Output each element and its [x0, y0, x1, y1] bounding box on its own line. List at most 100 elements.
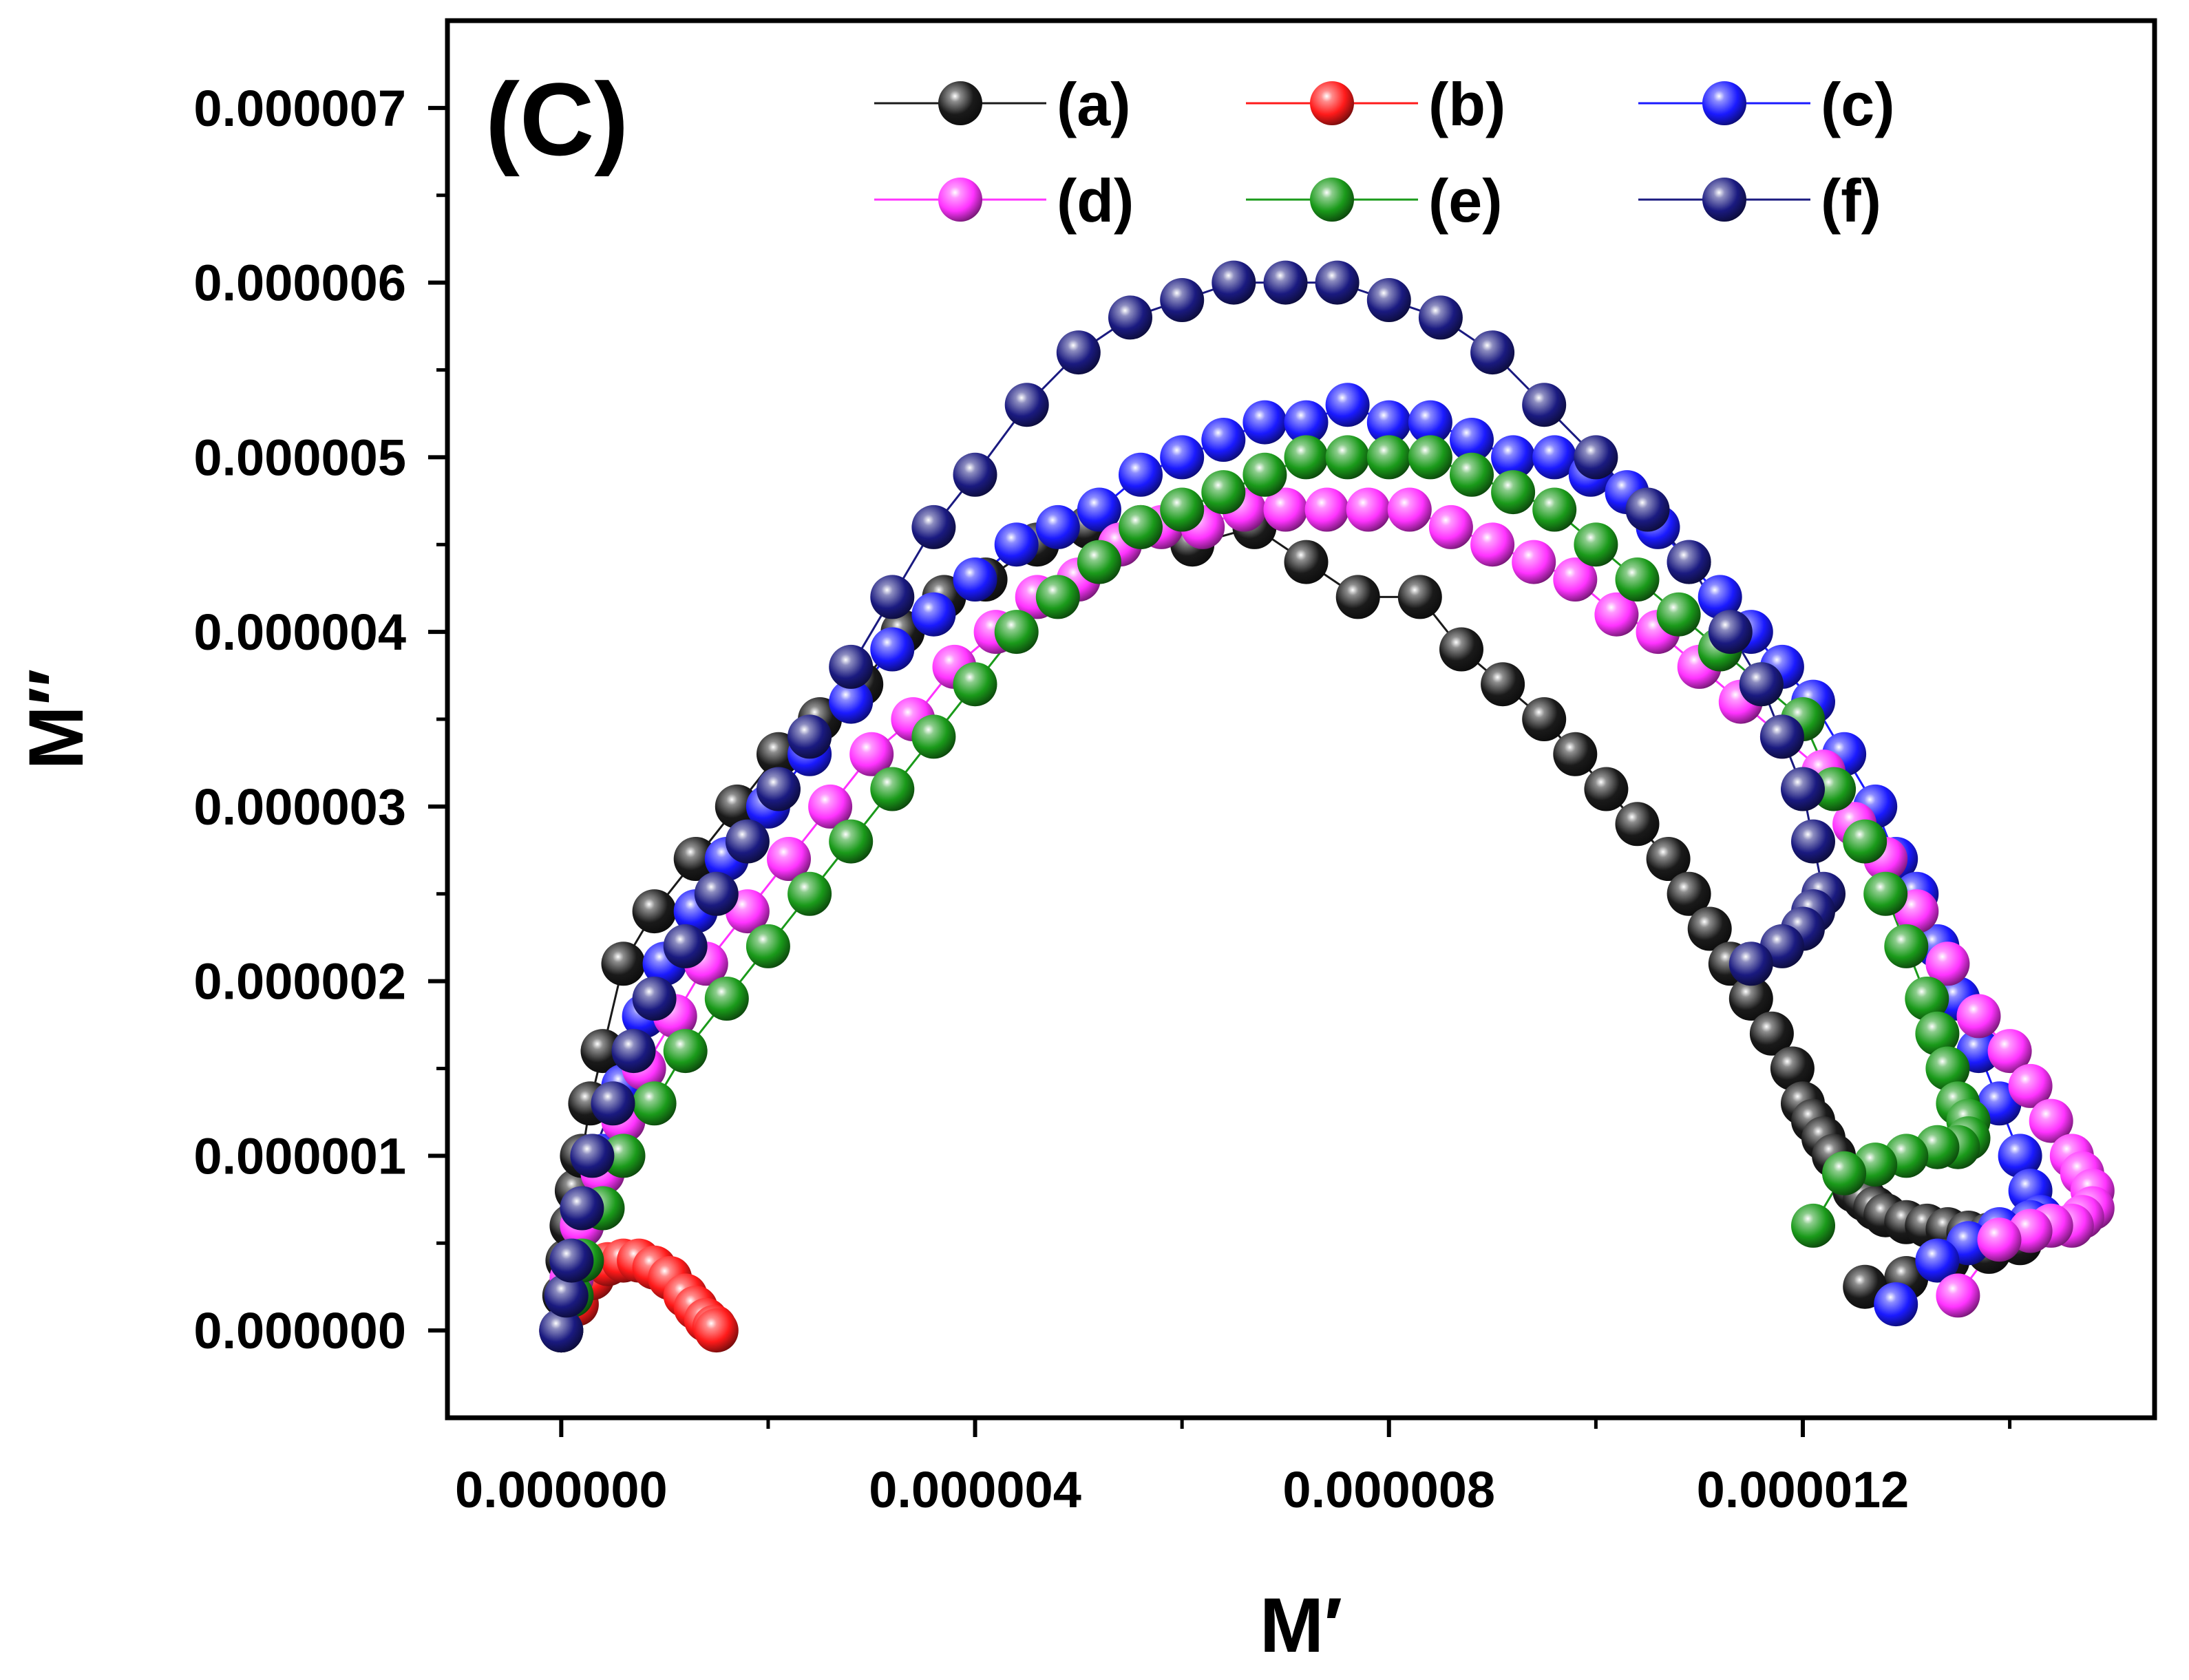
series-e-point	[1491, 470, 1536, 515]
series-d-point	[2008, 1063, 2053, 1108]
series-a-point	[1728, 977, 1773, 1021]
series-d-point	[1594, 592, 1639, 637]
series-a-point	[1522, 697, 1567, 741]
series-f-point	[1625, 487, 1670, 532]
y-tick-label: 0.000001	[193, 1127, 406, 1184]
series-c-point	[1325, 383, 1370, 427]
legend-label: (b)	[1428, 70, 1505, 138]
series-c-point	[1366, 400, 1411, 445]
series-e-point	[1035, 575, 1080, 619]
series-c-point	[1698, 575, 1742, 619]
series-a-point	[1770, 1046, 1815, 1091]
y-tick-label: 0.000003	[193, 778, 406, 836]
series-a-point	[601, 942, 646, 986]
series-a-point	[580, 1029, 625, 1074]
series-c-point	[1077, 487, 1121, 532]
series-f-point	[1574, 435, 1618, 480]
series-e-point	[1160, 487, 1205, 532]
series-f-point	[1728, 942, 1773, 986]
series-f-point	[911, 504, 956, 549]
series-f-point	[663, 924, 708, 968]
series-e-point	[1656, 592, 1701, 637]
series-c-point	[1284, 400, 1329, 445]
series-f-point	[549, 1238, 594, 1283]
series-c-point	[1874, 1282, 1918, 1327]
series-d-point	[1346, 487, 1390, 532]
series-d-point	[1977, 1218, 2022, 1262]
series-c-point	[1408, 400, 1452, 445]
series-c-point	[1532, 435, 1577, 480]
ticks-layer: 0.000000 0.000004 0.000008 0.000012 0.000000…	[193, 80, 2012, 1518]
series-a-point	[1584, 767, 1629, 811]
series-a-point	[1749, 1011, 1794, 1056]
series-f-point	[725, 819, 770, 864]
series-c-point	[994, 522, 1039, 567]
y-tick-label: 0.000000	[193, 1302, 406, 1359]
series-f-point	[694, 871, 739, 916]
series-e-point	[632, 1081, 677, 1126]
series-e-point	[1615, 557, 1660, 602]
series-d-point	[1304, 487, 1349, 532]
series-a-point	[715, 784, 759, 829]
series-d-point	[1956, 994, 2001, 1039]
series-f-point	[611, 1029, 656, 1074]
series-d-point	[849, 732, 894, 776]
series-a-point	[1481, 662, 1525, 707]
series-c-point	[1998, 1134, 2042, 1178]
series-f-point	[570, 1134, 615, 1178]
series-c-point	[829, 679, 874, 724]
series-f-point	[1004, 383, 1049, 427]
series-d-point	[1936, 1273, 1980, 1318]
series-f-point	[591, 1081, 635, 1126]
series-e-point	[663, 1029, 708, 1074]
series-c-point	[1035, 504, 1080, 549]
series-f-point	[1263, 260, 1308, 305]
legend-item-e: (e)	[1246, 167, 1503, 235]
series-e-point	[1408, 435, 1452, 480]
legend-marker	[938, 178, 982, 222]
series-a-point	[1615, 802, 1660, 847]
series-d-point	[1428, 504, 1473, 549]
series-f-point	[539, 1308, 584, 1353]
series-d-point	[1553, 557, 1598, 602]
series-e-point	[1822, 1151, 1867, 1195]
series-a-point	[1667, 871, 1711, 916]
series-e-point	[1201, 470, 1246, 515]
series-d-point	[1512, 540, 1556, 584]
series-c-point	[1160, 435, 1205, 480]
series-e-point	[1791, 1203, 1835, 1248]
legend-item-a: (a)	[874, 70, 1131, 138]
legend-marker	[1310, 81, 1354, 125]
series-f-point	[544, 1273, 589, 1318]
series-f-point	[953, 452, 997, 497]
series-e-point	[745, 924, 790, 968]
y-tick-label: 0.000004	[193, 604, 406, 661]
series-e-point	[1119, 504, 1163, 549]
series-f-point	[1366, 278, 1411, 322]
series-d-point	[2029, 1098, 2073, 1143]
series-f-point	[757, 767, 801, 811]
series-e-point	[1532, 487, 1577, 532]
series-f-point	[829, 644, 874, 689]
series-f-point	[870, 575, 915, 619]
series-d-point	[808, 784, 853, 829]
series-d-point	[1263, 487, 1308, 532]
series-e-point	[1325, 435, 1370, 480]
series-e-point	[994, 610, 1039, 655]
legend-item-f: (f)	[1638, 167, 1881, 235]
series-f-point	[1315, 260, 1360, 305]
series-f-point	[560, 1186, 604, 1231]
series-e-point	[787, 871, 832, 916]
series-d-point	[1987, 1029, 2032, 1074]
series-d-point	[767, 837, 811, 881]
series-e-point	[704, 977, 749, 1021]
series-e-point	[953, 662, 997, 707]
panel-label: (C)	[485, 61, 628, 177]
x-tick-label: 0.000004	[869, 1461, 1081, 1518]
legend-label: (f)	[1821, 167, 1881, 235]
legend-label: (c)	[1821, 70, 1895, 138]
series-e-point	[1812, 767, 1857, 811]
legend-marker	[938, 81, 982, 125]
series-c-point	[911, 592, 956, 637]
